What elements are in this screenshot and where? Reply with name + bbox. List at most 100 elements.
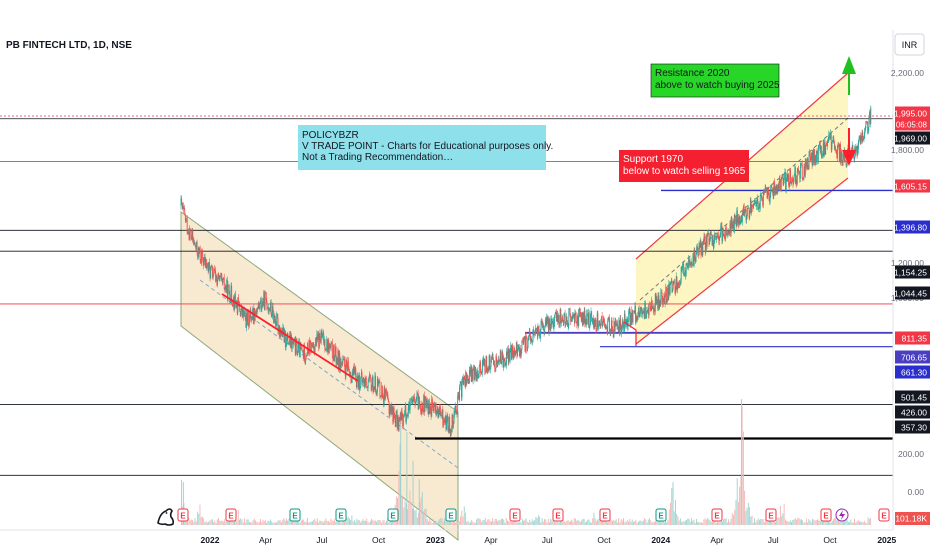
candle-body <box>685 270 686 276</box>
price-tag-label: 1,154.25 <box>894 267 927 277</box>
lightning-event-icon[interactable] <box>835 508 849 522</box>
candle-body <box>485 371 486 373</box>
candle-body <box>785 172 787 190</box>
currency-button[interactable]: INR <box>894 33 925 56</box>
candle-body <box>397 418 399 428</box>
earnings-marker-icon[interactable]: E <box>289 508 301 522</box>
candle-body <box>730 222 732 233</box>
candle-body <box>852 145 854 150</box>
candle-body <box>769 198 770 202</box>
candle-body <box>489 366 491 370</box>
candle-body <box>740 215 742 221</box>
candle-body <box>435 404 436 411</box>
earnings-marker-icon[interactable]: E <box>711 508 723 522</box>
candle-body <box>520 349 522 356</box>
volume-bar <box>847 522 849 525</box>
candle-body <box>535 328 537 330</box>
volume-bar <box>751 515 753 525</box>
candle-body <box>626 318 628 322</box>
earnings-marker-icon[interactable]: E <box>335 508 347 522</box>
volume-bar <box>368 522 370 525</box>
candle-body <box>422 411 424 412</box>
volume-bar <box>373 520 375 525</box>
price-tag-10[interactable]: 426.00 <box>895 405 930 419</box>
volume-bar <box>568 521 570 525</box>
candle-body <box>507 348 509 362</box>
candle-body <box>604 325 606 328</box>
candle-body <box>594 319 596 327</box>
tradingview-logo-icon[interactable] <box>157 508 175 526</box>
candle-body <box>691 261 693 264</box>
earnings-marker-icon[interactable]: E <box>552 508 564 522</box>
candle-body <box>270 302 272 313</box>
earnings-marker-icon[interactable]: E <box>177 508 189 522</box>
earnings-marker-icon[interactable]: E <box>509 508 521 522</box>
volume-bar <box>723 519 725 525</box>
earnings-marker-icon[interactable]: E <box>765 508 777 522</box>
price-tag-8[interactable]: 661.30 <box>895 365 930 379</box>
volume-bar <box>453 520 455 525</box>
price-tag-3[interactable]: 1,396.80 <box>894 220 930 234</box>
candle-body <box>518 346 520 357</box>
price-tag-7[interactable]: 706.65 <box>895 350 930 364</box>
volume-bar <box>787 520 789 525</box>
candle-body <box>767 188 769 192</box>
volume-tag[interactable]: 101.18K <box>895 512 930 525</box>
volume-bar <box>421 492 423 525</box>
candle-body <box>523 338 525 344</box>
candle-body <box>715 236 717 240</box>
candle-body <box>370 376 372 379</box>
candle-body <box>491 353 493 358</box>
volume-bar <box>521 518 523 525</box>
candle-body <box>262 301 264 307</box>
earnings-marker-icon[interactable]: E <box>225 508 237 522</box>
candle-body <box>291 340 293 349</box>
candle-body <box>536 328 538 330</box>
earnings-marker-icon[interactable]: E <box>599 508 611 522</box>
price-tag-5[interactable]: 1,044.45 <box>894 286 930 300</box>
red-downtrend-line[interactable] <box>221 293 359 382</box>
volume-bar <box>647 519 649 525</box>
price-axis: 2,200.001,800.001,200.001,000.00200.000.… <box>891 30 930 530</box>
candle-body <box>557 314 559 322</box>
candle-body <box>425 396 427 398</box>
earnings-marker-icon[interactable]: E <box>655 508 667 522</box>
candle-body <box>191 230 193 240</box>
earnings-marker-icon[interactable]: E <box>878 508 890 522</box>
price-tag-bg <box>895 390 930 404</box>
candle-body <box>322 334 323 338</box>
candle-body <box>705 236 707 252</box>
volume-bar <box>699 522 701 525</box>
candle-body <box>607 318 609 321</box>
earnings-marker-icon[interactable]: E <box>445 508 457 522</box>
earnings-marker-icon[interactable]: E <box>820 508 832 522</box>
candle-body <box>636 316 638 319</box>
price-tag-6[interactable]: 811.35 <box>895 331 930 345</box>
volume-bar <box>634 521 636 525</box>
price-tag-11[interactable]: 357.30 <box>895 420 930 434</box>
candle-body <box>456 409 457 415</box>
price-tag-4[interactable]: 1,154.25 <box>894 265 930 279</box>
candle-body <box>402 415 404 427</box>
volume-bar <box>556 519 558 525</box>
earnings-marker-icon[interactable]: E <box>387 508 399 522</box>
volume-bar <box>560 520 562 525</box>
candle-body <box>816 150 817 163</box>
candle-body <box>554 315 556 324</box>
volume-bar <box>598 519 600 525</box>
price-tag-9[interactable]: 501.45 <box>895 390 930 404</box>
price-tag-2[interactable]: 1,605.15 <box>894 179 930 193</box>
price-tag-1[interactable]: 1,969.00 <box>894 131 930 145</box>
candle-body <box>843 154 845 158</box>
candle-body <box>255 312 257 313</box>
volume-bar <box>620 518 622 525</box>
volume-bar <box>497 521 499 525</box>
volume-bar <box>531 519 533 525</box>
candle-body <box>553 323 555 329</box>
